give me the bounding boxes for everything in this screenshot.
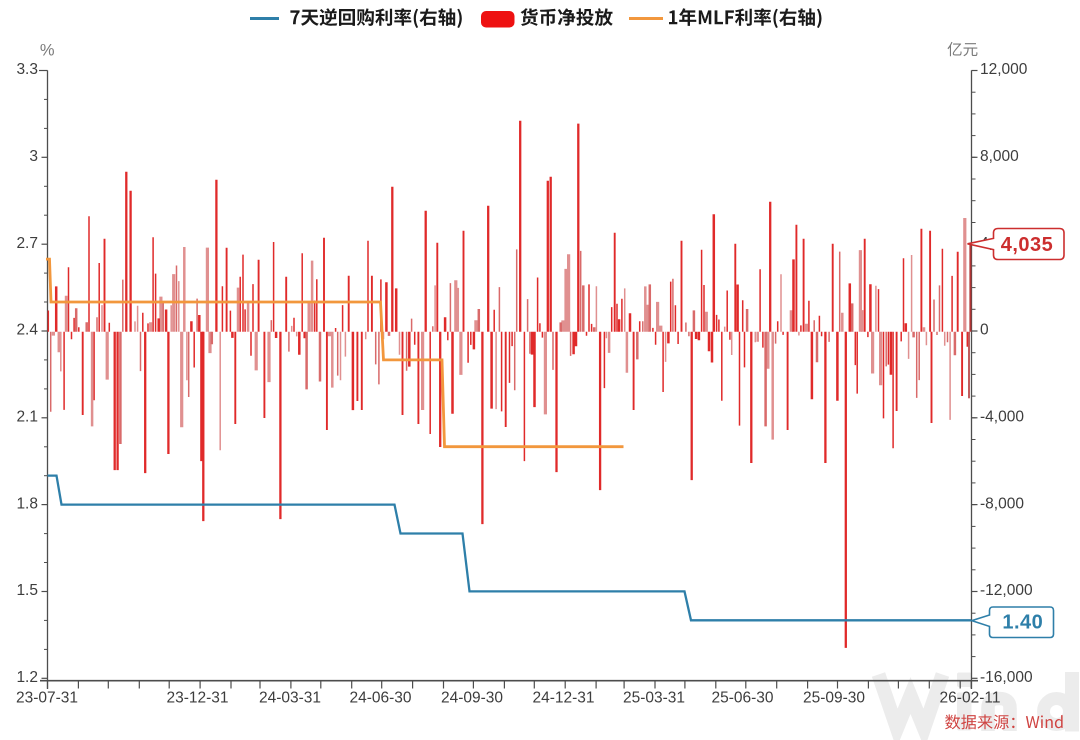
- svg-text:24-06-30: 24-06-30: [349, 690, 411, 707]
- svg-text:24-12-31: 24-12-31: [532, 690, 594, 707]
- svg-text:25-03-31: 25-03-31: [623, 690, 685, 707]
- svg-text:2.4: 2.4: [16, 322, 38, 339]
- svg-text:3: 3: [29, 148, 38, 165]
- svg-text:1.40: 1.40: [1002, 612, 1043, 634]
- svg-text:24-03-31: 24-03-31: [259, 690, 321, 707]
- svg-text:1.5: 1.5: [16, 582, 38, 599]
- svg-text:25-09-30: 25-09-30: [803, 690, 865, 707]
- svg-text:8,000: 8,000: [980, 148, 1019, 165]
- svg-text:0: 0: [980, 322, 989, 339]
- svg-text:2.7: 2.7: [16, 235, 38, 252]
- svg-text:23-12-31: 23-12-31: [166, 690, 228, 707]
- svg-text:2.1: 2.1: [16, 409, 38, 426]
- svg-text:3.3: 3.3: [16, 61, 38, 78]
- svg-text:-8,000: -8,000: [980, 495, 1024, 512]
- svg-text:24-09-30: 24-09-30: [441, 690, 503, 707]
- svg-text:25-06-30: 25-06-30: [711, 690, 773, 707]
- svg-text:26-02-11: 26-02-11: [940, 690, 1001, 707]
- svg-text:%: %: [40, 41, 55, 59]
- svg-text:-12,000: -12,000: [980, 582, 1033, 599]
- svg-text:-4,000: -4,000: [980, 409, 1024, 426]
- svg-text:4,035: 4,035: [1001, 234, 1054, 256]
- svg-text:23-07-31: 23-07-31: [16, 690, 78, 707]
- svg-text:1.2: 1.2: [16, 669, 38, 686]
- svg-text:1.8: 1.8: [16, 495, 38, 512]
- svg-text:12,000: 12,000: [980, 61, 1028, 78]
- svg-text:-16,000: -16,000: [980, 669, 1033, 686]
